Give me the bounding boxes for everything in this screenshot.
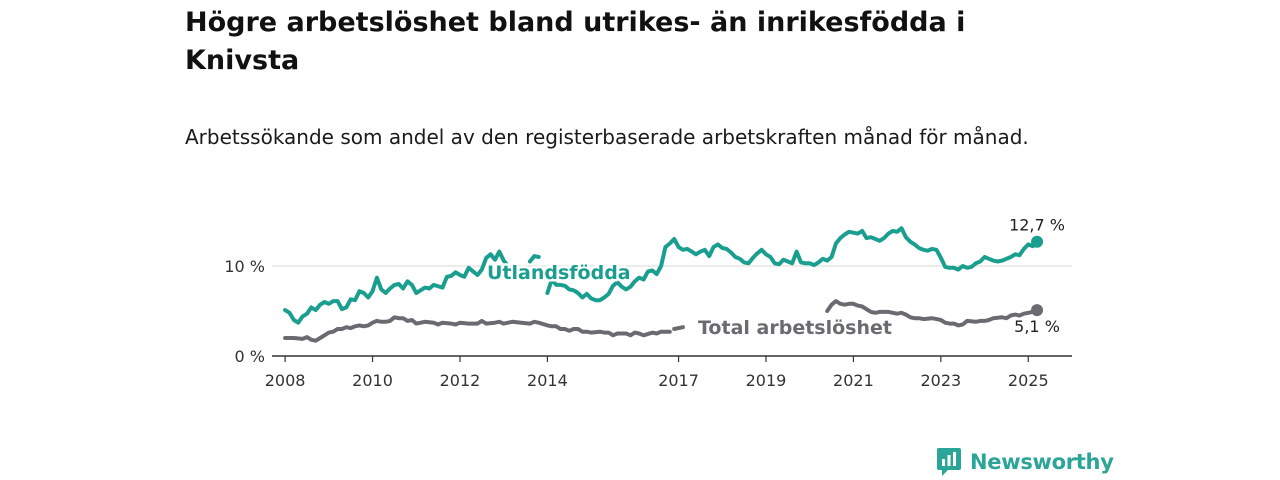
end-point-marker [1031,304,1044,317]
x-tick-label: 2008 [265,371,306,390]
x-tick-label: 2010 [352,371,393,390]
end-value-label: 5,1 % [1014,317,1060,336]
line-chart: 0 % 10 % 2008 2010 2012 2014 2017 2019 2021 2023… [224,213,1072,390]
chart-subtitle: Arbetssökande som andel av den registerb… [185,125,1029,149]
x-tick-label: 2019 [746,371,787,390]
series-label-utlandsfodda: Utlandsfödda [487,262,631,284]
x-tick-label: 2012 [440,371,481,390]
series-group [283,226,1044,343]
series-line [527,254,541,264]
x-tick-label: 2025 [1008,371,1049,390]
x-tick-label: 2023 [920,371,961,390]
series-line [283,249,511,325]
x-tick-label: 2021 [833,371,874,390]
chart-title: Högre arbetslöshet bland utrikes- än inr… [185,7,966,76]
series-labels: Utlandsfödda Total arbetslöshet 12,7 % 5,1 … [485,213,1068,341]
newsworthy-logo-icon [937,448,961,476]
end-point-marker [1031,235,1044,248]
end-value-label: 12,7 % [1009,216,1065,235]
y-tick-label: 10 % [224,257,265,276]
x-tick-label: 2014 [527,371,568,390]
x-axis: 2008 2010 2012 2014 2017 2019 2021 2023 2025 [265,355,1072,390]
series-label-total: Total arbetslöshet [698,317,892,339]
y-axis: 0 % 10 % [224,257,265,366]
series-line [283,315,672,343]
series-line [825,299,1039,328]
brand-logo: Newsworthy [936,446,1114,478]
series-line [545,226,1039,303]
brand-name: Newsworthy [970,450,1114,474]
series-line [672,325,685,331]
y-tick-label: 0 % [235,347,265,366]
x-tick-label: 2017 [658,371,699,390]
